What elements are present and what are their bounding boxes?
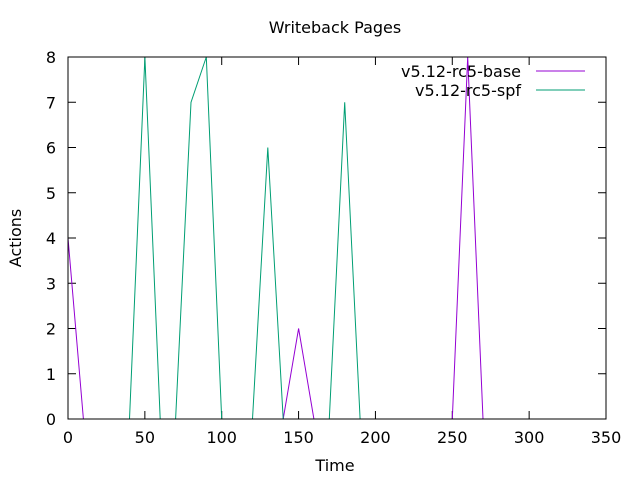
x-tick-label: 300 (514, 428, 545, 447)
legend-label-1: v5.12-rc5-base (401, 62, 521, 81)
y-tick-label: 7 (46, 93, 56, 112)
y-tick-label: 3 (46, 274, 56, 293)
y-tick-label: 8 (46, 48, 56, 67)
y-tick-label: 6 (46, 139, 56, 158)
plot-frame (67, 56, 607, 420)
y-tick-label: 0 (46, 410, 56, 429)
x-tick-label: 50 (135, 428, 155, 447)
series-line-1 (67, 56, 484, 420)
chart-title: Writeback Pages (269, 18, 401, 37)
x-axis-ticks: 0 50 100 150 200 250 300 350 (63, 57, 621, 447)
legend-label-2: v5.12-rc5-spf (415, 81, 521, 100)
y-tick-label: 4 (46, 229, 56, 248)
x-tick-label: 150 (283, 428, 314, 447)
x-tick-label: 0 (63, 428, 73, 447)
y-axis-ticks: 0 1 2 3 4 5 6 7 8 (46, 48, 606, 429)
x-axis-label: Time (314, 456, 354, 475)
x-tick-label: 350 (591, 428, 622, 447)
x-tick-label: 200 (360, 428, 391, 447)
y-tick-label: 5 (46, 184, 56, 203)
x-tick-label: 100 (206, 428, 237, 447)
y-axis-label: Actions (6, 209, 25, 267)
series-line-2 (129, 56, 361, 420)
y-tick-label: 1 (46, 365, 56, 384)
series-layer (67, 56, 484, 420)
x-tick-label: 250 (437, 428, 468, 447)
y-tick-label: 2 (46, 320, 56, 339)
